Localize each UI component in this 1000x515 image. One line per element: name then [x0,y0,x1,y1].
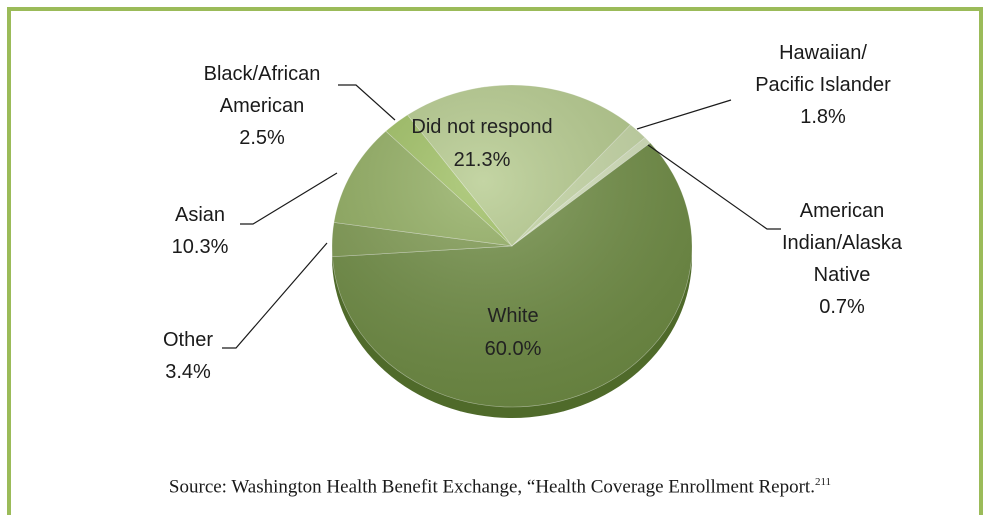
slice-value-white: 60.0% [485,338,542,360]
slice-value-did-not-respond: 21.3% [454,149,511,171]
slice-label-line: Pacific Islander [755,74,891,96]
leader-line-asian [240,172,338,225]
slice-label-white: White [487,305,538,327]
leader-lines [222,84,781,349]
slice-label-line: Indian/Alaska [782,232,903,254]
slice-value-asian: 10.3% [172,236,229,258]
slice-label-asian: Asian 10.3% [172,204,229,258]
slice-label-hawaiian-pacific-islander: Hawaiian/Pacific Islander 1.8% [755,42,891,128]
leader-line-american-indian-alaska-native [647,144,781,230]
slice-value-hawaiian-pacific-islander: 1.8% [800,106,846,128]
slice-value-black-african-american: 2.5% [239,127,285,149]
leader-line-hawaiian-pacific-islander [636,99,732,130]
slice-label-line: Asian [175,204,225,226]
slice-label-american-indian-alaska-native: American Indian/Alaska Native 0.7% [782,200,903,318]
slice-label-black-african-american: Black/African American 2.5% [204,63,321,149]
slice-label-line: American [800,200,884,222]
slice-label-line: Black/African [204,63,321,85]
slice-label-line: Other [163,329,213,351]
source-note: Source: Washington Health Benefit Exchan… [0,476,1000,498]
slice-label-line: American [220,95,304,117]
source-text: Source: Washington Health Benefit Exchan… [168,476,815,498]
slice-value-other: 3.4% [165,361,211,383]
slice-label-line: Native [814,264,871,286]
leader-line-black-african-american [338,84,396,121]
slice-label-line: Hawaiian/ [779,42,867,64]
leader-line-other [222,242,328,349]
source-footnote: 211 [814,476,832,488]
slice-labels: Did not respond 21.3% Hawaiian/Pacific Isl… [163,42,903,383]
slice-value-american-indian-alaska-native: 0.7% [819,296,865,318]
slice-label-did-not-respond: Did not respond [411,116,552,138]
slice-label-other: Other 3.4% [163,329,213,383]
